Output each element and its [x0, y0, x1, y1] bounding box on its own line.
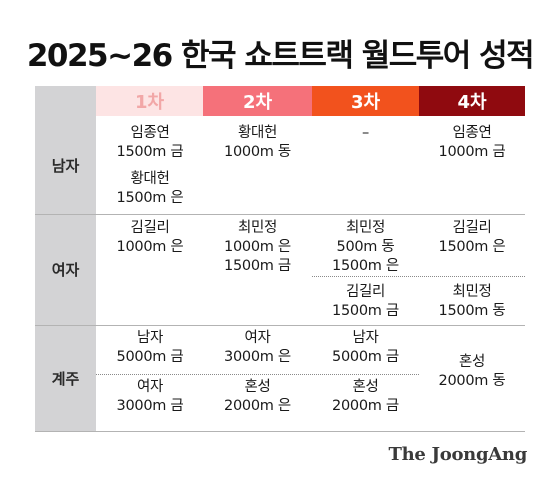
event-result: 3000m 은 [224, 349, 291, 365]
column-header-round-1: 1차 [96, 86, 203, 116]
cell-women-round-4-b: 최민정 1500m 동 [419, 283, 525, 321]
event-result: 1000m 동 [224, 144, 291, 160]
relay-category: 혼성 [352, 379, 379, 395]
event-result: 1000m 은 [116, 239, 184, 255]
event-result: 3000m 금 [116, 398, 184, 414]
cell-relay-round-3-a: 남자 5000m 금 [312, 329, 419, 367]
row-label-men: 남자 [51, 156, 80, 175]
relay-category: 남자 [352, 330, 379, 346]
athlete-name: 김길리 [452, 220, 492, 236]
cell-women-round-2: 최민정 1000m 은 1500m 금 [203, 219, 312, 276]
athlete-name: 황대헌 [130, 171, 170, 187]
results-table: 1차 2차 3차 4차 남자 여자 계주 임종연 1500m 금 황대헌 150… [35, 86, 525, 432]
relay-category: 혼성 [244, 379, 271, 395]
event-result: 2000m 금 [332, 398, 399, 414]
cell-relay-round-2-a: 여자 3000m 은 [203, 329, 312, 367]
athlete-name: 김길리 [345, 284, 386, 300]
cell-relay-round-3-b: 혼성 2000m 금 [312, 378, 419, 416]
cell-relay-round-1-b: 여자 3000m 금 [96, 378, 204, 416]
event-result: 1500m 금 [224, 258, 291, 274]
table-bottom-border [35, 431, 525, 432]
dotted-divider [312, 276, 525, 277]
event-result: 5000m 금 [332, 349, 399, 365]
cell-men-round-2: 황대헌 1000m 동 [203, 124, 312, 162]
athlete-name: 임종연 [130, 125, 170, 141]
event-result: 2000m 은 [224, 398, 291, 414]
relay-category: 여자 [244, 330, 271, 346]
athlete-name: 최민정 [452, 284, 492, 300]
column-header-round-2: 2차 [203, 86, 312, 116]
athlete-name: 최민정 [237, 220, 278, 236]
relay-category: 혼성 [458, 354, 486, 370]
cell-relay-round-4: 혼성 2000m 동 [419, 353, 525, 391]
row-divider [35, 325, 525, 326]
event-result: 1500m 은 [116, 190, 184, 206]
column-header-round-4: 4차 [419, 86, 525, 116]
athlete-name: 황대헌 [237, 125, 278, 141]
relay-category: 여자 [136, 379, 164, 395]
no-result-dash: – [362, 125, 369, 141]
event-result: 5000m 금 [116, 349, 184, 365]
row-label-relay: 계주 [51, 370, 80, 388]
page-title: 2025~26 한국 쇼트트랙 월드투어 성적 [26, 38, 535, 74]
cell-men-round-1: 임종연 1500m 금 황대헌 1500m 은 [96, 124, 204, 208]
cell-women-round-3-b: 김길리 1500m 금 [312, 283, 419, 321]
athlete-name: 김길리 [130, 220, 170, 236]
event-result: 1500m 금 [332, 303, 399, 319]
cell-women-round-3-a: 최민정 500m 동 1500m 은 [312, 219, 419, 276]
cell-women-round-4-a: 김길리 1500m 은 [419, 219, 525, 257]
row-divider [35, 214, 525, 215]
column-header-round-3: 3차 [312, 86, 419, 116]
cell-relay-round-1-a: 남자 5000m 금 [96, 329, 204, 367]
event-result: 1500m 금 [116, 144, 184, 160]
event-result: 1500m 은 [332, 258, 399, 274]
event-result: 1000m 은 [224, 239, 291, 255]
cell-men-round-3: – [312, 124, 419, 143]
cell-men-round-4: 임종연 1000m 금 [419, 124, 525, 162]
event-result: 1000m 금 [438, 144, 506, 160]
row-header-column [35, 86, 96, 432]
cell-relay-round-2-b: 혼성 2000m 은 [203, 378, 312, 416]
publisher-logo: The JoongAng [388, 444, 528, 465]
event-result: 2000m 동 [438, 373, 506, 389]
cell-women-round-1: 김길리 1000m 은 [96, 219, 204, 257]
dotted-divider [96, 374, 419, 375]
event-result: 1500m 은 [438, 239, 506, 255]
athlete-name: 임종연 [452, 125, 492, 141]
relay-category: 남자 [136, 330, 164, 346]
event-result: 1500m 동 [438, 303, 506, 319]
event-result: 500m 동 [336, 239, 395, 255]
row-label-women: 여자 [51, 261, 80, 279]
athlete-name: 최민정 [345, 220, 386, 236]
